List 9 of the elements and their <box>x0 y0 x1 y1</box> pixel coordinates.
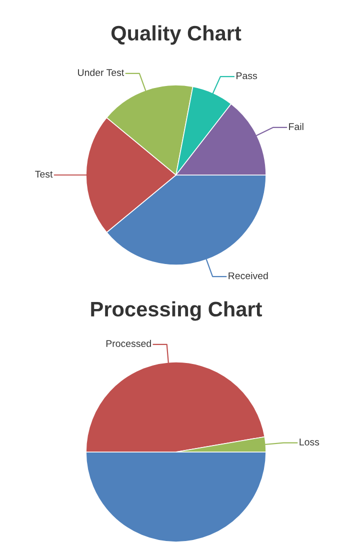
slice-label: Received <box>228 272 268 280</box>
slice-label: Under Test <box>78 68 124 76</box>
chart-title: Processing Chart <box>91 301 262 321</box>
slice-label: Processed <box>106 340 151 347</box>
chart-title: Quality Chart <box>111 25 242 45</box>
slice-label: Test <box>35 170 53 178</box>
slice-label: Pass <box>236 72 258 80</box>
slice-label: Fail <box>289 122 304 130</box>
slice-label: Loss <box>300 438 320 446</box>
